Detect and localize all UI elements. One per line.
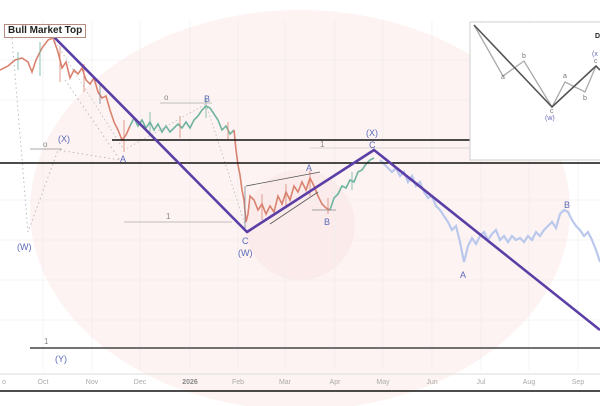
wave-labels: A o B 1 C (W) A B 1 (X) C A B o (X) (W) … [17,93,570,364]
label-w-left: (W) [17,242,32,252]
tick-sep: Sep [572,379,585,386]
label-wave-b1: B [204,94,210,104]
label-wave-b2: B [324,217,330,227]
inset-label-a1: a [501,74,505,81]
label-wave-b3: B [564,200,570,210]
label-one-bottom: 1 [44,337,49,346]
tick-jul: Jul [477,379,486,386]
inset-diagram: a b c (w) a b c (x D [469,21,600,161]
tick-0: o [2,379,6,386]
inset-label-b2: b [583,95,587,102]
tick-dec: Dec [134,379,147,386]
tick-may: May [376,379,390,386]
tick-2026: 2026 [182,379,198,386]
tick-nov: Nov [86,379,99,386]
x-axis: o Oct Nov Dec 2026 Feb Mar Apr May Jun J… [0,373,600,392]
tick-aug: Aug [523,379,536,386]
label-zero-mid: o [164,93,169,102]
tick-feb: Feb [232,379,244,386]
label-one-top: 1 [320,140,325,149]
label-wave-a1: A [120,154,126,164]
inset-label-corner: D [595,33,600,40]
tick-mar: Mar [279,379,292,386]
tick-jun: Jun [426,379,437,386]
inset-main-path [473,24,600,109]
inset-label-a2: a [563,73,567,80]
triangle-lines [245,171,321,225]
label-wave-x-main: (X) [366,128,378,138]
label-wave-w-main: (W) [238,248,253,258]
label-wave-a2: A [306,163,312,173]
label-x-left: (X) [58,134,70,144]
inset-label-c1: c [550,108,554,115]
tick-oct: Oct [38,379,49,386]
wave-dotted-connectors [52,37,247,229]
inset-label-x: (x [592,51,598,58]
label-one-mid: 1 [166,212,171,221]
watermark [30,10,570,406]
horizontal-levels [0,102,600,349]
label-wave-c1: C [242,236,249,246]
projected-path [379,159,600,263]
wave-structure-line [52,35,600,332]
inset-label-b1: b [522,53,526,60]
inset-label-w: (w) [545,115,555,122]
inset-label-c2: c [594,58,598,65]
label-y-left: (Y) [55,354,67,364]
label-wave-a3: A [460,270,466,280]
bull-market-top-label: Bull Market Top [4,24,87,38]
label-wave-c2: C [369,140,376,150]
label-zero-left: o [43,140,48,149]
tick-apr: Apr [330,379,342,386]
